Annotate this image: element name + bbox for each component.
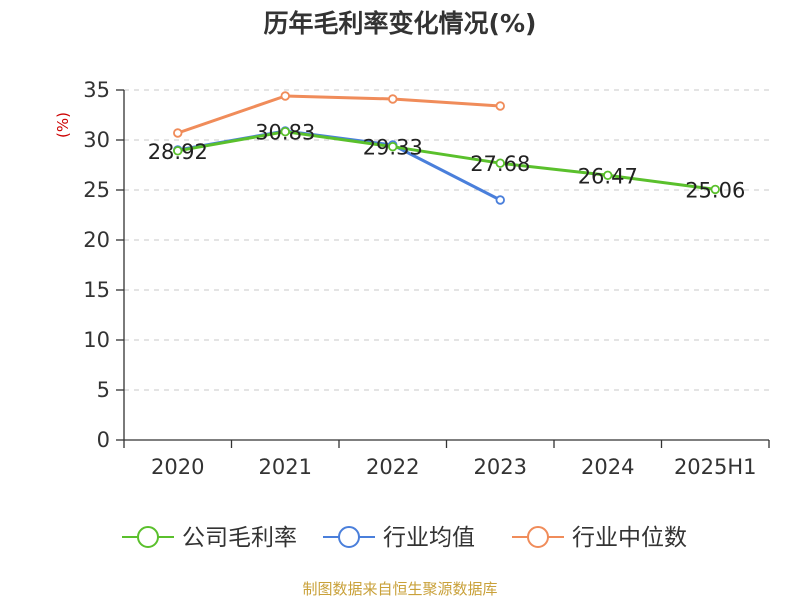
legend-label: 公司毛利率 xyxy=(182,525,297,551)
y-tick-label: 10 xyxy=(83,328,110,352)
y-tick-label: 0 xyxy=(97,428,110,452)
x-tick-label: 2025H1 xyxy=(674,455,757,479)
data-point xyxy=(280,91,290,101)
x-tick-label: 2024 xyxy=(581,455,634,479)
source-note: 制图数据来自恒生聚源数据库 xyxy=(302,580,498,598)
data-label: 25.06 xyxy=(685,178,745,202)
chart-title: 历年毛利率变化情况(%) xyxy=(263,9,537,38)
legend-item: 行业均值 xyxy=(323,525,475,551)
y-tick-label: 15 xyxy=(83,278,110,302)
data-label: 28.92 xyxy=(148,140,208,164)
legend-item: 公司毛利率 xyxy=(122,525,297,551)
x-tick-label: 2023 xyxy=(474,455,527,479)
data-point xyxy=(710,184,720,195)
y-tick-label: 30 xyxy=(83,128,110,152)
legend-swatch-marker xyxy=(527,526,549,548)
data-label: 26.47 xyxy=(578,164,638,188)
legend-swatch-marker xyxy=(137,526,159,548)
data-point xyxy=(388,141,398,152)
data-label: 29.33 xyxy=(363,136,423,160)
y-tick-label: 5 xyxy=(97,378,110,402)
legend-label: 行业均值 xyxy=(383,525,475,551)
data-point xyxy=(173,146,183,156)
x-tick-label: 2022 xyxy=(366,455,419,479)
data-point xyxy=(280,126,290,137)
data-point xyxy=(495,101,505,111)
data-point xyxy=(388,94,398,104)
y-axis-unit-label: (%) xyxy=(54,112,72,138)
data-point xyxy=(173,128,183,138)
series-line xyxy=(176,130,717,191)
legend-label: 行业中位数 xyxy=(572,525,687,551)
y-tick-label: 20 xyxy=(83,228,110,252)
legend-item: 行业中位数 xyxy=(512,525,687,551)
y-tick-label: 35 xyxy=(83,78,110,102)
legend-swatch-marker xyxy=(338,526,360,548)
data-label: 30.83 xyxy=(255,121,315,145)
x-tick-label: 2020 xyxy=(151,455,204,479)
x-tick-label: 2021 xyxy=(259,455,312,479)
series-line xyxy=(176,94,502,135)
data-point xyxy=(603,170,613,180)
data-point xyxy=(495,158,505,168)
data-point xyxy=(495,195,505,205)
data-label: 27.68 xyxy=(470,152,530,176)
y-tick-label: 25 xyxy=(83,178,110,202)
